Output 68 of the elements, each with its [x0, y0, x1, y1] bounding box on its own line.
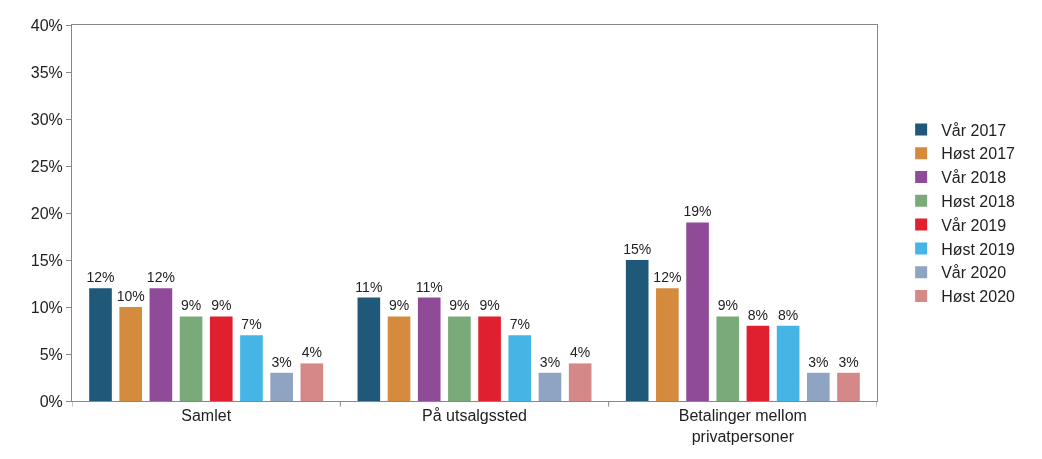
data-label: 11%	[355, 278, 383, 295]
data-label: 15%	[623, 241, 652, 257]
bar	[300, 363, 324, 401]
legend-label: Høst 2020	[941, 288, 1016, 306]
x-tick-label: Samlet	[181, 407, 232, 425]
data-label: 3%	[271, 353, 292, 370]
y-tick-label: 0%	[39, 392, 63, 410]
data-label: 9%	[479, 297, 500, 314]
data-label: 19%	[683, 203, 712, 220]
data-label: 7%	[509, 316, 530, 333]
bar	[806, 372, 830, 401]
bar	[837, 372, 860, 401]
bar	[270, 372, 293, 401]
data-label: 3%	[539, 353, 561, 370]
bar	[417, 297, 441, 401]
y-tick-label: 25%	[30, 157, 63, 175]
y-tick-label: 15%	[30, 251, 63, 269]
bar	[209, 316, 233, 401]
data-label: 9%	[388, 297, 410, 314]
data-label: 12%	[146, 269, 175, 286]
x-tick-label: Betalinger mellom privatpersoner	[678, 407, 807, 445]
y-tick-label: 35%	[30, 63, 63, 81]
legend-label: Vår 2020	[941, 264, 1007, 282]
bar	[89, 288, 112, 401]
bar	[448, 316, 471, 401]
bar	[625, 260, 649, 401]
data-label: 9%	[180, 297, 202, 314]
data-label: 12%	[86, 269, 115, 286]
bar	[478, 316, 501, 401]
y-tick-label: 40%	[30, 16, 63, 34]
bar	[656, 288, 679, 401]
bar	[686, 222, 709, 401]
y-tick-label: 10%	[30, 298, 63, 316]
bar	[776, 325, 800, 401]
data-label: 10%	[116, 288, 145, 304]
data-label: 11%	[415, 278, 443, 295]
legend-label: Høst 2019	[941, 240, 1016, 258]
bar	[149, 288, 173, 401]
legend-label: Vår 2017	[941, 121, 1007, 139]
data-label: 8%	[777, 306, 799, 323]
data-label: 4%	[301, 344, 322, 361]
data-label: 9%	[211, 297, 232, 314]
bar	[716, 316, 740, 401]
bar	[568, 363, 592, 401]
legend-label: Høst 2018	[941, 193, 1016, 211]
bar	[179, 316, 203, 401]
bar	[119, 307, 143, 401]
bar	[508, 335, 532, 401]
y-tick-label: 5%	[39, 345, 63, 363]
bar	[538, 372, 562, 401]
bar	[240, 335, 263, 401]
bar	[357, 297, 381, 401]
data-label: 9%	[449, 297, 470, 314]
x-tick-label: På utsalgssted	[422, 407, 527, 425]
y-tick-label: 30%	[30, 110, 63, 128]
data-label: 4%	[570, 344, 591, 361]
data-label: 9%	[717, 297, 738, 314]
bar	[746, 325, 770, 401]
legend-label: Vår 2019	[941, 216, 1007, 234]
data-label: 3%	[808, 353, 829, 370]
data-label: 12%	[653, 269, 682, 286]
bar	[387, 316, 411, 401]
legend-label: Vår 2018	[941, 169, 1007, 187]
y-tick-label: 20%	[30, 204, 63, 222]
legend-label: Høst 2017	[941, 145, 1016, 163]
data-label: 8%	[747, 306, 769, 323]
data-label: 7%	[241, 316, 262, 333]
data-label: 3%	[838, 353, 859, 370]
